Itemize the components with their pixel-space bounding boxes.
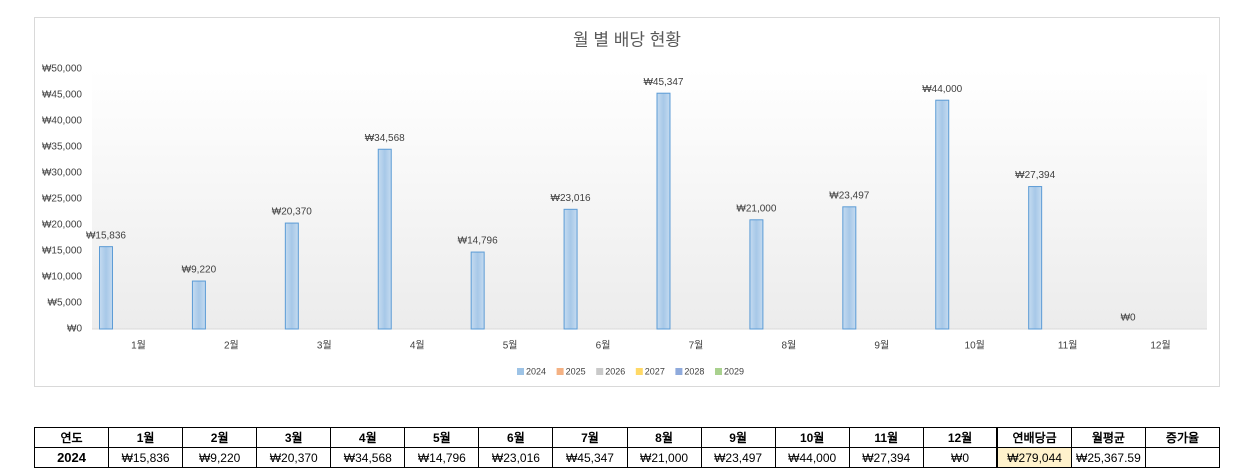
header-cell: 5월 <box>404 427 480 448</box>
bar <box>470 251 485 330</box>
chart: 월 별 배당 현황 ₩0 ₩5,000 ₩10,000 ₩15,000 ₩20,000 ₩… <box>34 17 1220 387</box>
header-cell: 7월 <box>552 427 628 448</box>
header-cell: 8월 <box>626 427 702 448</box>
data-label: ₩20,370 <box>272 207 312 218</box>
header-cell: 6월 <box>478 427 554 448</box>
x-tick-label: 5월 <box>503 340 518 352</box>
header-cell: 4월 <box>330 427 406 448</box>
y-tick-label: ₩40,000 <box>42 116 82 127</box>
y-tick-label: ₩0 <box>67 324 82 335</box>
header-cell: 9월 <box>700 427 776 448</box>
x-tick-label: 9월 <box>874 340 889 352</box>
cell: ₩21,000 <box>626 447 702 468</box>
data-label: ₩34,568 <box>365 133 405 144</box>
y-tick-label: ₩50,000 <box>42 64 82 75</box>
x-tick-label: 11월 <box>1058 340 1078 352</box>
summary-table: 연도 1월 2월 3월 4월 5월 6월 7월 8월 9월 10월 11월 12월 연배당금 월평균 증가율 2… <box>33 427 1221 468</box>
header-cell: 연도 <box>33 427 110 448</box>
cell: ₩34,568 <box>330 447 406 468</box>
legend-label: 2028 <box>684 366 704 376</box>
cell: ₩0 <box>922 447 998 468</box>
bar <box>842 206 857 330</box>
data-label: ₩45,347 <box>643 77 683 88</box>
header-cell: 월평균 <box>1070 427 1146 448</box>
x-tick-label: 3월 <box>317 340 332 352</box>
x-tick-label: 10월 <box>965 340 985 352</box>
bar <box>377 148 392 330</box>
bar <box>99 246 113 330</box>
legend-swatch <box>517 368 524 375</box>
data-label: ₩27,394 <box>1015 170 1055 181</box>
data-label: ₩23,016 <box>551 193 591 204</box>
y-tick-label: ₩5,000 <box>48 298 83 309</box>
data-label: ₩21,000 <box>736 203 776 214</box>
cell: ₩23,497 <box>700 447 776 468</box>
legend-swatch <box>635 368 643 375</box>
legend-swatch <box>556 368 564 375</box>
x-tick-label: 2월 <box>224 340 239 352</box>
header-cell: 연배당금 <box>996 427 1072 448</box>
legend-swatch <box>715 368 722 375</box>
bar <box>191 280 206 330</box>
legend-swatch <box>675 368 683 375</box>
bar <box>284 222 299 330</box>
bar <box>749 219 764 330</box>
x-tick-label: 4월 <box>410 340 425 352</box>
legend-swatch <box>596 368 604 375</box>
data-label: ₩9,220 <box>182 265 217 276</box>
data-label: ₩44,000 <box>922 84 962 95</box>
y-tick-label: ₩10,000 <box>42 272 82 283</box>
header-cell: 증가율 <box>1144 427 1221 448</box>
x-tick-label: 7월 <box>689 340 704 352</box>
header-cell: 1월 <box>108 427 184 448</box>
x-tick-label: 12월 <box>1150 340 1170 352</box>
header-cell: 10월 <box>774 427 850 448</box>
legend-label: 2025 <box>566 366 586 376</box>
y-tick-label: ₩20,000 <box>42 220 82 231</box>
x-tick-label: 6월 <box>596 340 611 352</box>
bar <box>1028 186 1043 330</box>
data-row: 2024 ₩15,836 ₩9,220 ₩20,370 ₩34,568 ₩14,796 ₩2… <box>33 447 1221 468</box>
cell <box>1144 447 1221 468</box>
cell: ₩44,000 <box>774 447 850 468</box>
data-label: ₩15,836 <box>86 230 126 241</box>
cell: ₩45,347 <box>552 447 628 468</box>
cell: ₩14,796 <box>404 447 480 468</box>
x-tick-label: 8월 <box>781 340 796 352</box>
cell: ₩15,836 <box>108 447 184 468</box>
plot-area <box>92 69 1207 329</box>
chart-title: 월 별 배당 현황 <box>573 30 681 49</box>
y-tick-label: ₩45,000 <box>42 90 82 101</box>
cell: ₩27,394 <box>848 447 924 468</box>
header-row: 연도 1월 2월 3월 4월 5월 6월 7월 8월 9월 10월 11월 12월 연배당금 월평균 증가율 <box>33 427 1221 448</box>
bar <box>935 99 950 330</box>
header-cell: 2월 <box>182 427 258 448</box>
cell: ₩279,044 <box>996 447 1072 468</box>
data-label: ₩23,497 <box>829 190 869 201</box>
cell: 2024 <box>33 447 110 468</box>
y-tick-label: ₩35,000 <box>42 142 82 153</box>
legend-label: 2024 <box>526 366 546 376</box>
header-cell: 3월 <box>256 427 332 448</box>
legend-label: 2026 <box>605 366 625 376</box>
cell: ₩9,220 <box>182 447 258 468</box>
header-cell: 12월 <box>922 427 998 448</box>
bar <box>563 208 578 330</box>
y-tick-label: ₩30,000 <box>42 168 82 179</box>
header-cell: 11월 <box>848 427 924 448</box>
cell: ₩23,016 <box>478 447 554 468</box>
data-label: ₩14,796 <box>458 236 498 247</box>
cell: ₩20,370 <box>256 447 332 468</box>
bar <box>656 92 671 330</box>
cell: ₩25,367.59 <box>1070 447 1146 468</box>
x-tick-label: 1월 <box>131 340 146 352</box>
legend-label: 2029 <box>724 366 744 376</box>
legend-label: 2027 <box>645 366 665 376</box>
y-tick-label: ₩25,000 <box>42 194 82 205</box>
data-label: ₩0 <box>1121 313 1136 324</box>
y-tick-label: ₩15,000 <box>42 246 82 257</box>
